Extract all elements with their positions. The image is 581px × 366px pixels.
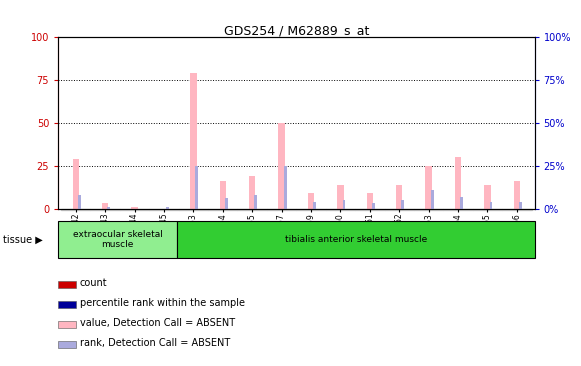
Bar xyxy=(401,200,404,209)
Bar xyxy=(195,165,198,209)
Bar xyxy=(58,321,77,328)
Bar xyxy=(278,123,285,209)
Bar xyxy=(190,73,196,209)
Text: rank, Detection Call = ABSENT: rank, Detection Call = ABSENT xyxy=(80,338,230,348)
Bar xyxy=(502,209,532,210)
Bar xyxy=(267,209,296,210)
Bar xyxy=(425,165,432,209)
Bar xyxy=(58,301,77,308)
Bar xyxy=(238,209,267,210)
Bar xyxy=(396,184,403,209)
Text: tissue ▶: tissue ▶ xyxy=(3,235,42,245)
Bar xyxy=(296,209,326,210)
Bar xyxy=(284,165,286,209)
Bar xyxy=(120,209,149,210)
Bar xyxy=(78,195,81,209)
Bar xyxy=(102,203,109,209)
Bar xyxy=(326,209,355,210)
Bar xyxy=(372,203,375,209)
Bar xyxy=(490,202,493,209)
Bar xyxy=(58,221,177,258)
Text: tibialis anterior skeletal muscle: tibialis anterior skeletal muscle xyxy=(285,235,427,244)
Bar xyxy=(249,176,256,209)
Bar xyxy=(308,193,314,209)
Bar xyxy=(455,157,461,209)
Bar xyxy=(514,181,520,209)
Bar xyxy=(58,281,77,288)
Bar xyxy=(208,209,238,210)
Bar xyxy=(431,190,433,209)
Bar xyxy=(220,181,226,209)
Bar xyxy=(355,209,385,210)
Bar xyxy=(107,207,110,209)
Bar xyxy=(254,195,257,209)
Bar xyxy=(519,202,522,209)
Bar xyxy=(149,209,179,210)
Text: extraocular skeletal
muscle: extraocular skeletal muscle xyxy=(73,230,163,250)
Bar xyxy=(484,184,491,209)
Bar xyxy=(73,159,79,209)
Text: value, Detection Call = ABSENT: value, Detection Call = ABSENT xyxy=(80,318,235,328)
Bar xyxy=(385,209,414,210)
Bar xyxy=(443,209,473,210)
Bar xyxy=(343,200,346,209)
Bar xyxy=(367,193,373,209)
Bar xyxy=(313,202,316,209)
Text: percentile rank within the sample: percentile rank within the sample xyxy=(80,298,245,308)
Bar xyxy=(131,207,138,209)
Bar xyxy=(225,198,228,209)
Bar xyxy=(58,341,77,348)
Text: count: count xyxy=(80,278,107,288)
Bar xyxy=(166,207,169,209)
Bar xyxy=(179,209,208,210)
Bar xyxy=(414,209,443,210)
Text: GDS254 / M62889_s_at: GDS254 / M62889_s_at xyxy=(224,24,369,37)
Bar xyxy=(61,209,91,210)
Bar xyxy=(473,209,502,210)
Bar xyxy=(337,184,343,209)
Bar xyxy=(460,197,463,209)
Bar xyxy=(91,209,120,210)
Bar xyxy=(177,221,535,258)
